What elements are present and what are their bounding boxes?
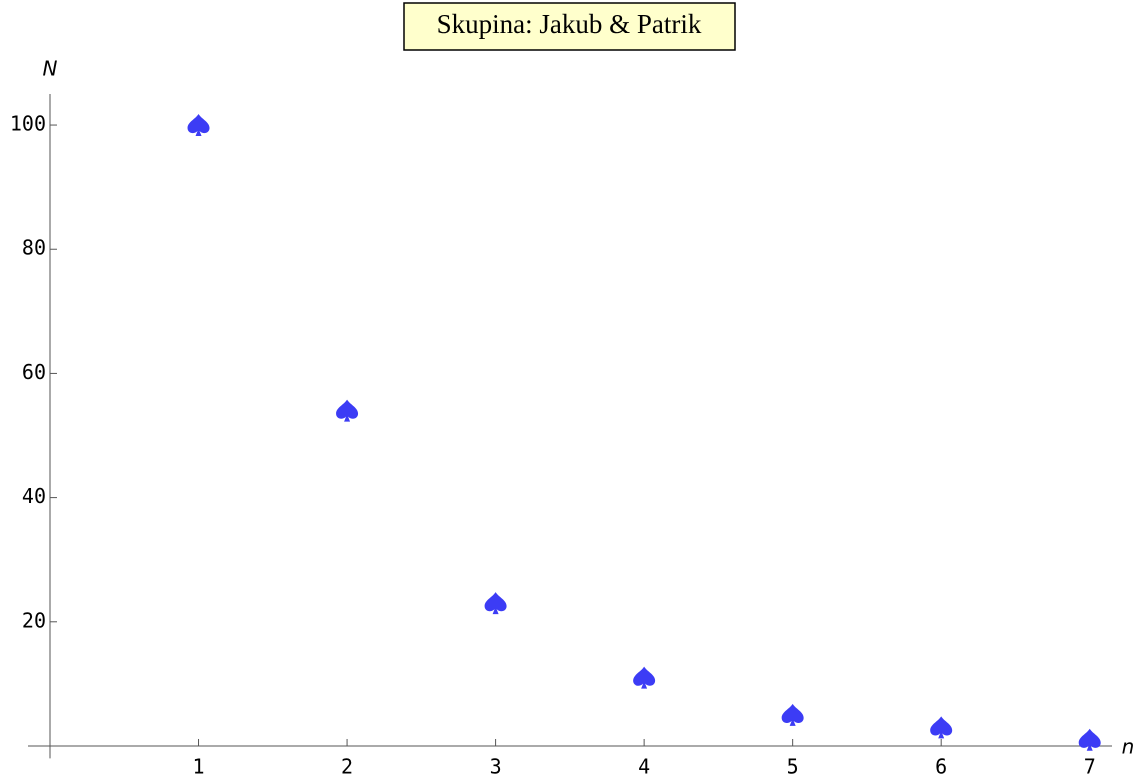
marker	[336, 399, 359, 422]
marker	[1078, 728, 1101, 751]
marker	[484, 592, 507, 615]
marker	[781, 703, 804, 726]
chart-title: Skupina: Jakub & Patrik	[437, 9, 702, 39]
y-axis-label: N	[43, 57, 58, 81]
x-tick-label: 3	[490, 754, 502, 778]
x-tick-label: 2	[341, 754, 353, 778]
marker	[187, 114, 210, 137]
x-axis-label: n	[1122, 735, 1135, 759]
y-tick-label: 100	[10, 112, 46, 136]
x-tick-label: 5	[787, 754, 799, 778]
x-tick-label: 1	[193, 754, 205, 778]
y-tick-label: 80	[22, 236, 46, 260]
y-tick-label: 20	[22, 608, 46, 632]
marker	[930, 716, 953, 739]
x-tick-label: 4	[638, 754, 650, 778]
y-tick-label: 40	[22, 484, 46, 508]
x-tick-label: 7	[1084, 754, 1096, 778]
title-box	[403, 2, 736, 51]
marker	[633, 666, 656, 689]
y-tick-label: 60	[22, 360, 46, 384]
x-tick-label: 6	[935, 754, 947, 778]
